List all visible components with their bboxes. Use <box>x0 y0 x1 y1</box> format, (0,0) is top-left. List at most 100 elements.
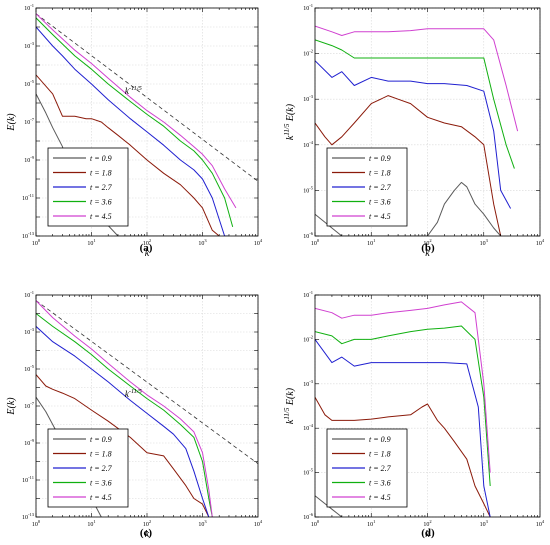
y-tick-label: 10-9 <box>24 155 34 164</box>
ticks <box>35 294 258 518</box>
x-tick-label: 100 <box>32 238 41 247</box>
y-tick-label: 10-3 <box>303 94 313 103</box>
x-tick-label: 101 <box>367 519 375 528</box>
series-line-2 <box>36 374 210 517</box>
legend: t = 0.9 t = 1.8 t = 2.7 t = 3.6 t = 4.5 <box>47 428 129 508</box>
legend-label: t = 1.8 <box>90 169 112 178</box>
legend-label: t = 3.6 <box>369 479 391 488</box>
y-tick-label: 10-4 <box>303 423 313 432</box>
y-tick-label: 10-11 <box>22 475 34 484</box>
ticks <box>35 7 258 237</box>
series-line-5 <box>315 25 519 132</box>
panel-label: (a) <box>140 242 153 254</box>
x-tick-label: 103 <box>198 519 207 528</box>
x-tick-label: 102 <box>423 238 431 247</box>
legend-label: t = 3.6 <box>369 198 391 207</box>
y-tick-label: 10-7 <box>24 401 34 410</box>
y-tick-label: 10-5 <box>303 468 313 477</box>
x-axis-label: k <box>145 529 150 540</box>
y-tick-label: 10-2 <box>303 334 313 343</box>
x-tick-label: 103 <box>480 519 489 528</box>
series-line-4 <box>315 39 515 169</box>
y-tick-label: 10-1 <box>24 290 34 299</box>
series-line-4 <box>36 17 234 228</box>
panel-4: 100 101 102 103 104 10-6 10-5 10-4 10-3 10-2 10-1 k… <box>283 290 545 540</box>
y-tick-label: 10-4 <box>303 140 313 149</box>
y-axis-label: E(k) <box>6 113 17 132</box>
legend-label: t = 4.5 <box>90 493 112 502</box>
series-group <box>315 25 519 236</box>
series-line-1 <box>315 495 343 517</box>
x-tick-label: 100 <box>311 519 320 528</box>
panel-3: 100 101 102 103 104 10-13 10-11 10-9 10-7 10-5 10-… <box>6 290 263 540</box>
legend-label: t = 0.9 <box>369 154 391 163</box>
legend-label: t = 2.7 <box>90 183 113 192</box>
series-line-4 <box>315 325 491 487</box>
y-tick-label: 10-5 <box>24 79 34 88</box>
series-line-3 <box>315 60 512 209</box>
y-tick-label: 10-11 <box>22 193 34 202</box>
y-tick-label: 10-6 <box>303 512 313 521</box>
series-line-2 <box>315 396 491 517</box>
x-tick-label: 101 <box>87 238 95 247</box>
series-line-1 <box>315 181 502 236</box>
y-tick-label: 10-13 <box>22 231 35 240</box>
series-line-3 <box>36 26 229 236</box>
series-line-4 <box>36 313 213 517</box>
series-line-5 <box>315 301 491 473</box>
y-axis-label: k11/5 E(k) <box>283 103 296 140</box>
series-line-3 <box>315 339 491 517</box>
legend-label: t = 4.5 <box>369 493 391 502</box>
panel-label: (c) <box>140 527 153 539</box>
panel-label: (b) <box>421 242 435 254</box>
y-tick-label: 10-1 <box>303 290 313 299</box>
legend-label: t = 3.6 <box>90 198 112 207</box>
legend-label: t = 1.8 <box>369 450 391 459</box>
y-tick-label: 10-5 <box>303 185 313 194</box>
panel-1: 100 101 102 103 104 10-13 10-11 10-9 10-7 10-5 10-… <box>6 3 263 259</box>
y-tick-label: 10-3 <box>24 327 34 336</box>
y-axis-label: k11/5 E(k) <box>283 387 296 424</box>
legend-label: t = 3.6 <box>90 479 112 488</box>
series-line-5 <box>36 13 237 209</box>
legend: t = 0.9 t = 1.8 t = 2.7 t = 3.6 t = 4.5 <box>326 147 408 227</box>
x-tick-label: 104 <box>536 238 545 247</box>
x-tick-label: 100 <box>32 519 41 528</box>
panel-2: 100 101 102 103 104 10-6 10-5 10-4 10-3 10-2 10-1 k… <box>283 3 545 259</box>
x-tick-label: 104 <box>254 238 263 247</box>
ticks <box>314 294 540 518</box>
reference-line <box>36 13 258 182</box>
y-tick-label: 10-2 <box>303 49 313 58</box>
y-tick-label: 10-3 <box>303 379 313 388</box>
x-axis-label: k <box>145 248 150 259</box>
x-tick-label: 101 <box>87 519 95 528</box>
legend-label: t = 0.9 <box>90 154 112 163</box>
legend-label: t = 4.5 <box>90 212 112 221</box>
x-tick-label: 103 <box>480 238 489 247</box>
series-line-2 <box>36 74 220 236</box>
x-axis-label: k <box>425 529 430 540</box>
legend-label: t = 1.8 <box>369 169 391 178</box>
x-tick-label: 102 <box>143 238 151 247</box>
legend-label: t = 2.7 <box>90 464 113 473</box>
legend-label: t = 0.9 <box>369 435 391 444</box>
series-line-3 <box>36 326 210 517</box>
slope-annotation: k-11/5 <box>125 388 142 399</box>
legend-label: t = 2.7 <box>369 183 392 192</box>
y-tick-label: 10-5 <box>24 364 34 373</box>
y-tick-label: 10-9 <box>24 438 34 447</box>
panel-label: (d) <box>421 527 435 539</box>
legend-label: t = 1.8 <box>90 450 112 459</box>
legend-label: t = 2.7 <box>369 464 392 473</box>
legend: t = 0.9 t = 1.8 t = 2.7 t = 3.6 t = 4.5 <box>47 147 129 227</box>
legend: t = 0.9 t = 1.8 t = 2.7 t = 3.6 t = 4.5 <box>326 428 408 508</box>
series-line-5 <box>36 300 213 517</box>
y-tick-label: 10-1 <box>24 3 34 12</box>
y-tick-label: 10-3 <box>24 41 34 50</box>
legend-label: t = 4.5 <box>369 212 391 221</box>
x-tick-label: 103 <box>198 238 207 247</box>
y-tick-label: 10-7 <box>24 117 34 126</box>
reference-line <box>36 300 258 465</box>
y-tick-label: 10-13 <box>22 512 35 521</box>
